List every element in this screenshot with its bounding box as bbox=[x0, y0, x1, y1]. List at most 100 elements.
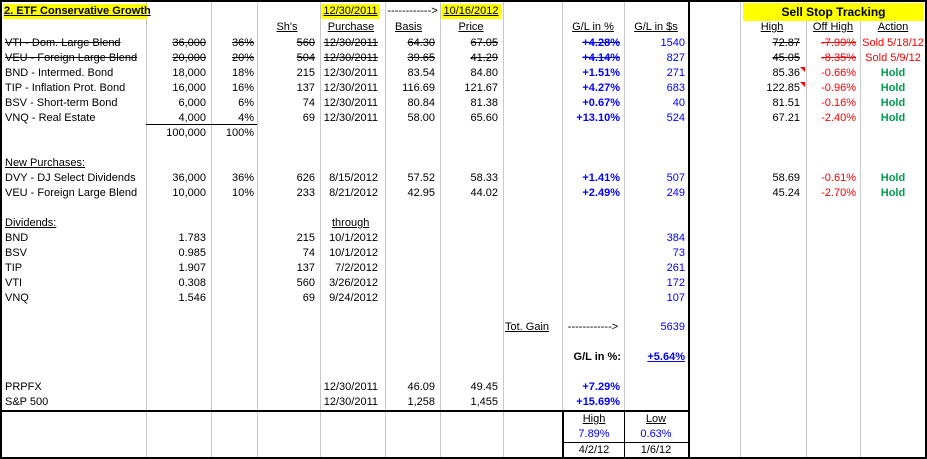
dividend-name: BND bbox=[5, 232, 29, 244]
holding-price: 121.67 bbox=[464, 82, 498, 94]
holding-high: 81.51 bbox=[772, 97, 800, 109]
col-header-off-high: Off High bbox=[812, 21, 854, 33]
holding-high: 67.21 bbox=[772, 112, 800, 124]
high-pct: 7.89% bbox=[578, 428, 610, 440]
holding-action: Sold 5/18/12 bbox=[862, 37, 924, 49]
holding-pct: 36% bbox=[231, 37, 254, 49]
holding-price: 84.80 bbox=[470, 67, 498, 79]
low-date: 1/6/12 bbox=[640, 444, 672, 456]
purchase-gl-pct: +1.41% bbox=[582, 172, 620, 184]
col-header-high: High bbox=[760, 21, 784, 33]
holding-action: Hold bbox=[880, 97, 906, 109]
holding-shares: 504 bbox=[296, 52, 315, 64]
holding-price: 67.05 bbox=[470, 37, 498, 49]
holding-pct: 16% bbox=[231, 82, 254, 94]
holding-basis: 39.65 bbox=[407, 52, 435, 64]
dividend-name: VNQ bbox=[5, 292, 29, 304]
dividend-name: TIP bbox=[5, 262, 23, 274]
tot-gain-label: Tot. Gain bbox=[505, 321, 550, 333]
purchase-basis: 57.52 bbox=[407, 172, 435, 184]
purchase-off-high: -2.70% bbox=[821, 187, 856, 199]
dividend-name: VTI bbox=[5, 277, 23, 289]
holding-gl-usd: 683 bbox=[666, 82, 685, 94]
dividend-gl-usd: 384 bbox=[666, 232, 685, 244]
holding-shares: 69 bbox=[302, 112, 315, 124]
dividend-date: 10/1/2012 bbox=[329, 232, 378, 244]
dividend-shares: 560 bbox=[296, 277, 315, 289]
purchase-shares: 626 bbox=[296, 172, 315, 184]
dividend-date: 3/26/2012 bbox=[329, 277, 378, 289]
tot-gain-value: 5639 bbox=[660, 321, 685, 333]
benchmark-name: S&P 500 bbox=[5, 396, 49, 408]
holding-amount: 6,000 bbox=[178, 97, 206, 109]
purchase-gl-usd: 507 bbox=[666, 172, 685, 184]
col-header-gl-pct: G/L in % bbox=[572, 21, 614, 33]
dividend-amount: 1.783 bbox=[178, 232, 206, 244]
high-label: High bbox=[582, 413, 606, 425]
holding-shares: 137 bbox=[296, 82, 315, 94]
dividend-amount: 0.985 bbox=[178, 247, 206, 259]
benchmark-price: 1,455 bbox=[470, 396, 498, 408]
dividend-date: 7/2/2012 bbox=[335, 262, 378, 274]
purchase-basis: 42.95 bbox=[407, 187, 435, 199]
holding-gl-usd: 1540 bbox=[660, 37, 685, 49]
col-header-action: Action bbox=[877, 21, 909, 33]
holding-off-high: -7.99% bbox=[821, 37, 856, 49]
holding-off-high: -0.96% bbox=[821, 82, 856, 94]
purchase-date: 8/21/2012 bbox=[329, 187, 378, 199]
holding-high: 85.36 bbox=[772, 67, 800, 79]
comment-indicator-icon[interactable] bbox=[800, 82, 805, 87]
holding-off-high: -2.40% bbox=[821, 112, 856, 124]
benchmark-date: 12/30/2011 bbox=[323, 396, 378, 408]
high-date: 4/2/12 bbox=[578, 444, 610, 456]
purchase-pct: 10% bbox=[231, 187, 254, 199]
col-header-price: Price bbox=[458, 21, 484, 33]
new-purchases-label: New Purchases: bbox=[5, 157, 86, 169]
holding-name: BND - Intermed. Bond bbox=[5, 67, 114, 79]
purchase-pct: 36% bbox=[231, 172, 254, 184]
holding-gl-usd: 827 bbox=[666, 52, 685, 64]
holding-gl-pct: +1.51% bbox=[582, 67, 620, 79]
holding-pct: 20% bbox=[231, 52, 254, 64]
benchmark-price: 49.45 bbox=[470, 381, 498, 393]
purchase-gl-usd: 249 bbox=[666, 187, 685, 199]
dividends-label: Dividends: bbox=[5, 217, 57, 229]
holding-name: VNQ - Real Estate bbox=[5, 112, 96, 124]
holding-purchase-date: 12/30/2011 bbox=[323, 52, 378, 64]
purchase-action: Hold bbox=[880, 172, 906, 184]
purchase-off-high: -0.61% bbox=[821, 172, 856, 184]
low-pct: 0.63% bbox=[640, 428, 672, 440]
low-label: Low bbox=[645, 413, 667, 425]
total-amount: 100,000 bbox=[166, 127, 206, 139]
holding-gl-pct: +13.10% bbox=[576, 112, 620, 124]
start-date: 12/30/2011 bbox=[321, 4, 380, 19]
sheet-title: 2. ETF Conservative Growth bbox=[3, 4, 151, 19]
purchase-high: 45.24 bbox=[772, 187, 800, 199]
col-header-basis: Basis bbox=[395, 21, 422, 33]
end-date: 10/16/2012 bbox=[441, 4, 501, 19]
dividend-shares: 215 bbox=[296, 232, 315, 244]
holding-high: 72.87 bbox=[772, 37, 800, 49]
through-label: through bbox=[332, 217, 370, 229]
comment-indicator-icon[interactable] bbox=[800, 67, 805, 72]
benchmark-date: 12/30/2011 bbox=[323, 381, 378, 393]
dividend-gl-usd: 172 bbox=[666, 277, 685, 289]
purchase-price: 44.02 bbox=[470, 187, 498, 199]
dividend-amount: 1.907 bbox=[178, 262, 206, 274]
holding-name: BSV - Short-term Bond bbox=[5, 97, 118, 109]
holding-gl-pct: +4.27% bbox=[582, 82, 620, 94]
holding-off-high: -8.35% bbox=[821, 52, 856, 64]
holding-purchase-date: 12/30/2011 bbox=[323, 82, 378, 94]
holding-amount: 36,000 bbox=[172, 37, 206, 49]
holding-gl-usd: 40 bbox=[672, 97, 685, 109]
holding-gl-pct: +0.67% bbox=[582, 97, 620, 109]
dividend-gl-usd: 73 bbox=[672, 247, 685, 259]
holding-action: Hold bbox=[880, 112, 906, 124]
date-arrow: ------------> bbox=[387, 5, 438, 17]
holding-name: VTI - Dom. Large Blend bbox=[5, 37, 121, 49]
holding-basis: 83.54 bbox=[407, 67, 435, 79]
dividend-date: 10/1/2012 bbox=[329, 247, 378, 259]
purchase-high: 58.69 bbox=[772, 172, 800, 184]
holding-amount: 18,000 bbox=[172, 67, 206, 79]
